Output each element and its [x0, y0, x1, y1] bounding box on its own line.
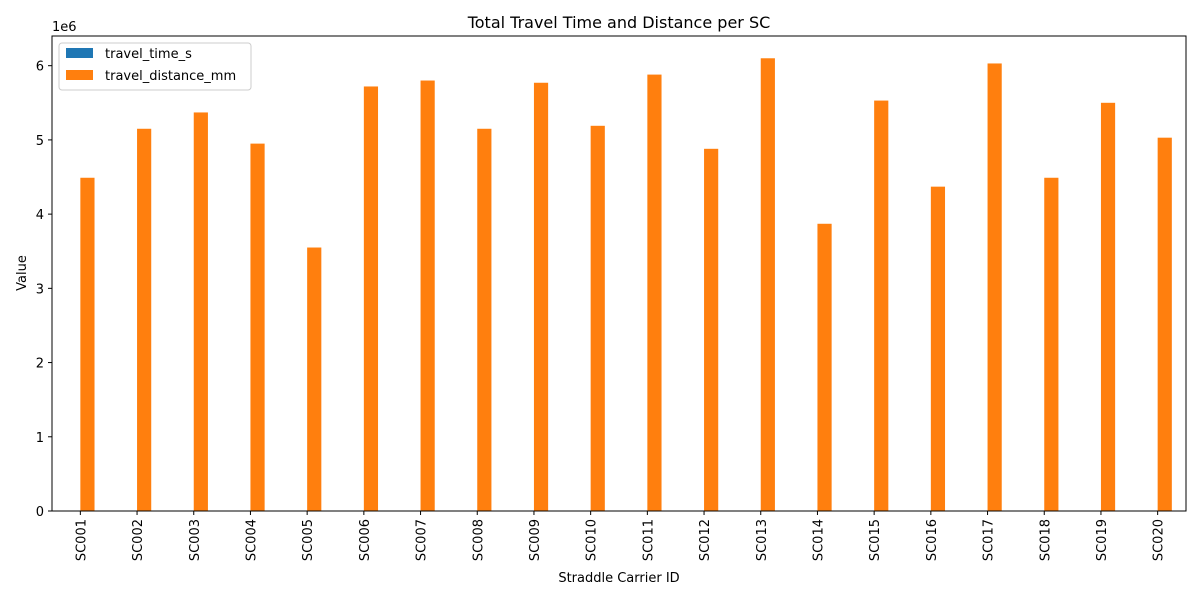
x-tick-label: SC018	[1038, 519, 1053, 561]
bar-travel_distance_mm-SC002	[137, 128, 152, 511]
x-tick-label: SC004	[244, 519, 259, 561]
bar-travel_distance_mm-SC010	[590, 125, 605, 512]
bar-travel_distance_mm-SC020	[1157, 137, 1172, 511]
bar-travel_distance_mm-SC017	[987, 63, 1002, 512]
bar-travel_distance_mm-SC008	[477, 128, 492, 511]
legend-entry-travel_distance_mm: travel_distance_mm	[105, 69, 236, 84]
x-tick-label: SC019	[1095, 519, 1110, 561]
x-tick-label: SC010	[585, 519, 600, 561]
y-tick-label: 2	[36, 357, 44, 372]
bar-travel_distance_mm-SC001	[80, 177, 95, 511]
bar-travel_distance_mm-SC019	[1100, 102, 1116, 512]
legend-box	[58, 42, 252, 91]
bar-travel_distance_mm-SC011	[647, 74, 662, 511]
y-axis-label: Value	[15, 255, 30, 291]
x-tick-label: SC015	[868, 519, 883, 561]
legend-swatch-travel_distance_mm	[66, 70, 93, 80]
bar-travel_distance_mm-SC004	[250, 143, 265, 511]
y-tick-label: 1	[36, 431, 44, 446]
bar-travel_distance_mm-SC012	[704, 148, 719, 511]
x-tick-label: SC008	[471, 519, 486, 561]
y-axis-offset-label: 1e6	[52, 20, 77, 35]
y-tick-label: 0	[36, 505, 44, 520]
y-tick-label: 6	[36, 60, 44, 75]
x-tick-label: SC012	[698, 519, 713, 561]
chart-title: Total Travel Time and Distance per SC	[467, 13, 771, 32]
legend: travel_time_s travel_distance_mm	[58, 42, 252, 91]
bar-travel_distance_mm-SC016	[930, 186, 946, 511]
legend-swatch-travel_time_s	[66, 48, 93, 58]
x-tick-label: SC014	[811, 519, 826, 561]
x-tick-label: SC013	[755, 519, 770, 561]
bar-travel_distance_mm-SC006	[363, 86, 379, 511]
x-tick-label: SC011	[641, 519, 656, 561]
x-tick-label: SC007	[415, 519, 430, 561]
bar-travel_distance_mm-SC015	[874, 100, 889, 511]
x-tick-label: SC002	[131, 519, 146, 561]
x-tick-label: SC006	[358, 519, 373, 561]
y-tick-label: 4	[36, 208, 44, 223]
x-tick-label: SC001	[74, 519, 89, 561]
bar-travel_distance_mm-SC013	[760, 58, 775, 512]
x-tick-label: SC009	[528, 519, 543, 561]
plot-frame	[51, 35, 1187, 512]
x-axis-label: Straddle Carrier ID	[558, 571, 679, 586]
x-tick-label: SC005	[301, 519, 316, 561]
x-tick-label: SC003	[188, 519, 203, 561]
bar-travel_distance_mm-SC009	[533, 82, 549, 511]
y-axis: 0 1 2 3 4 5 6	[36, 60, 52, 520]
legend-entry-travel_time_s: travel_time_s	[105, 47, 192, 62]
bars-group	[66, 58, 1172, 512]
y-tick-label: 5	[36, 134, 44, 149]
x-tick-label: SC020	[1152, 519, 1167, 561]
x-tick-label: SC016	[925, 519, 940, 561]
bar-travel_distance_mm-SC003	[193, 112, 208, 511]
bar-travel_distance_mm-SC018	[1044, 177, 1059, 511]
bar-travel_distance_mm-SC014	[817, 223, 832, 511]
bar-travel_distance_mm-SC005	[307, 247, 322, 511]
y-tick-label: 3	[36, 282, 44, 297]
x-axis: SC001 SC002 SC003 SC004 SC005 SC006 SC007 SC008…	[74, 511, 1167, 561]
x-tick-label: SC017	[982, 519, 997, 561]
bar-travel_distance_mm-SC007	[420, 80, 435, 511]
